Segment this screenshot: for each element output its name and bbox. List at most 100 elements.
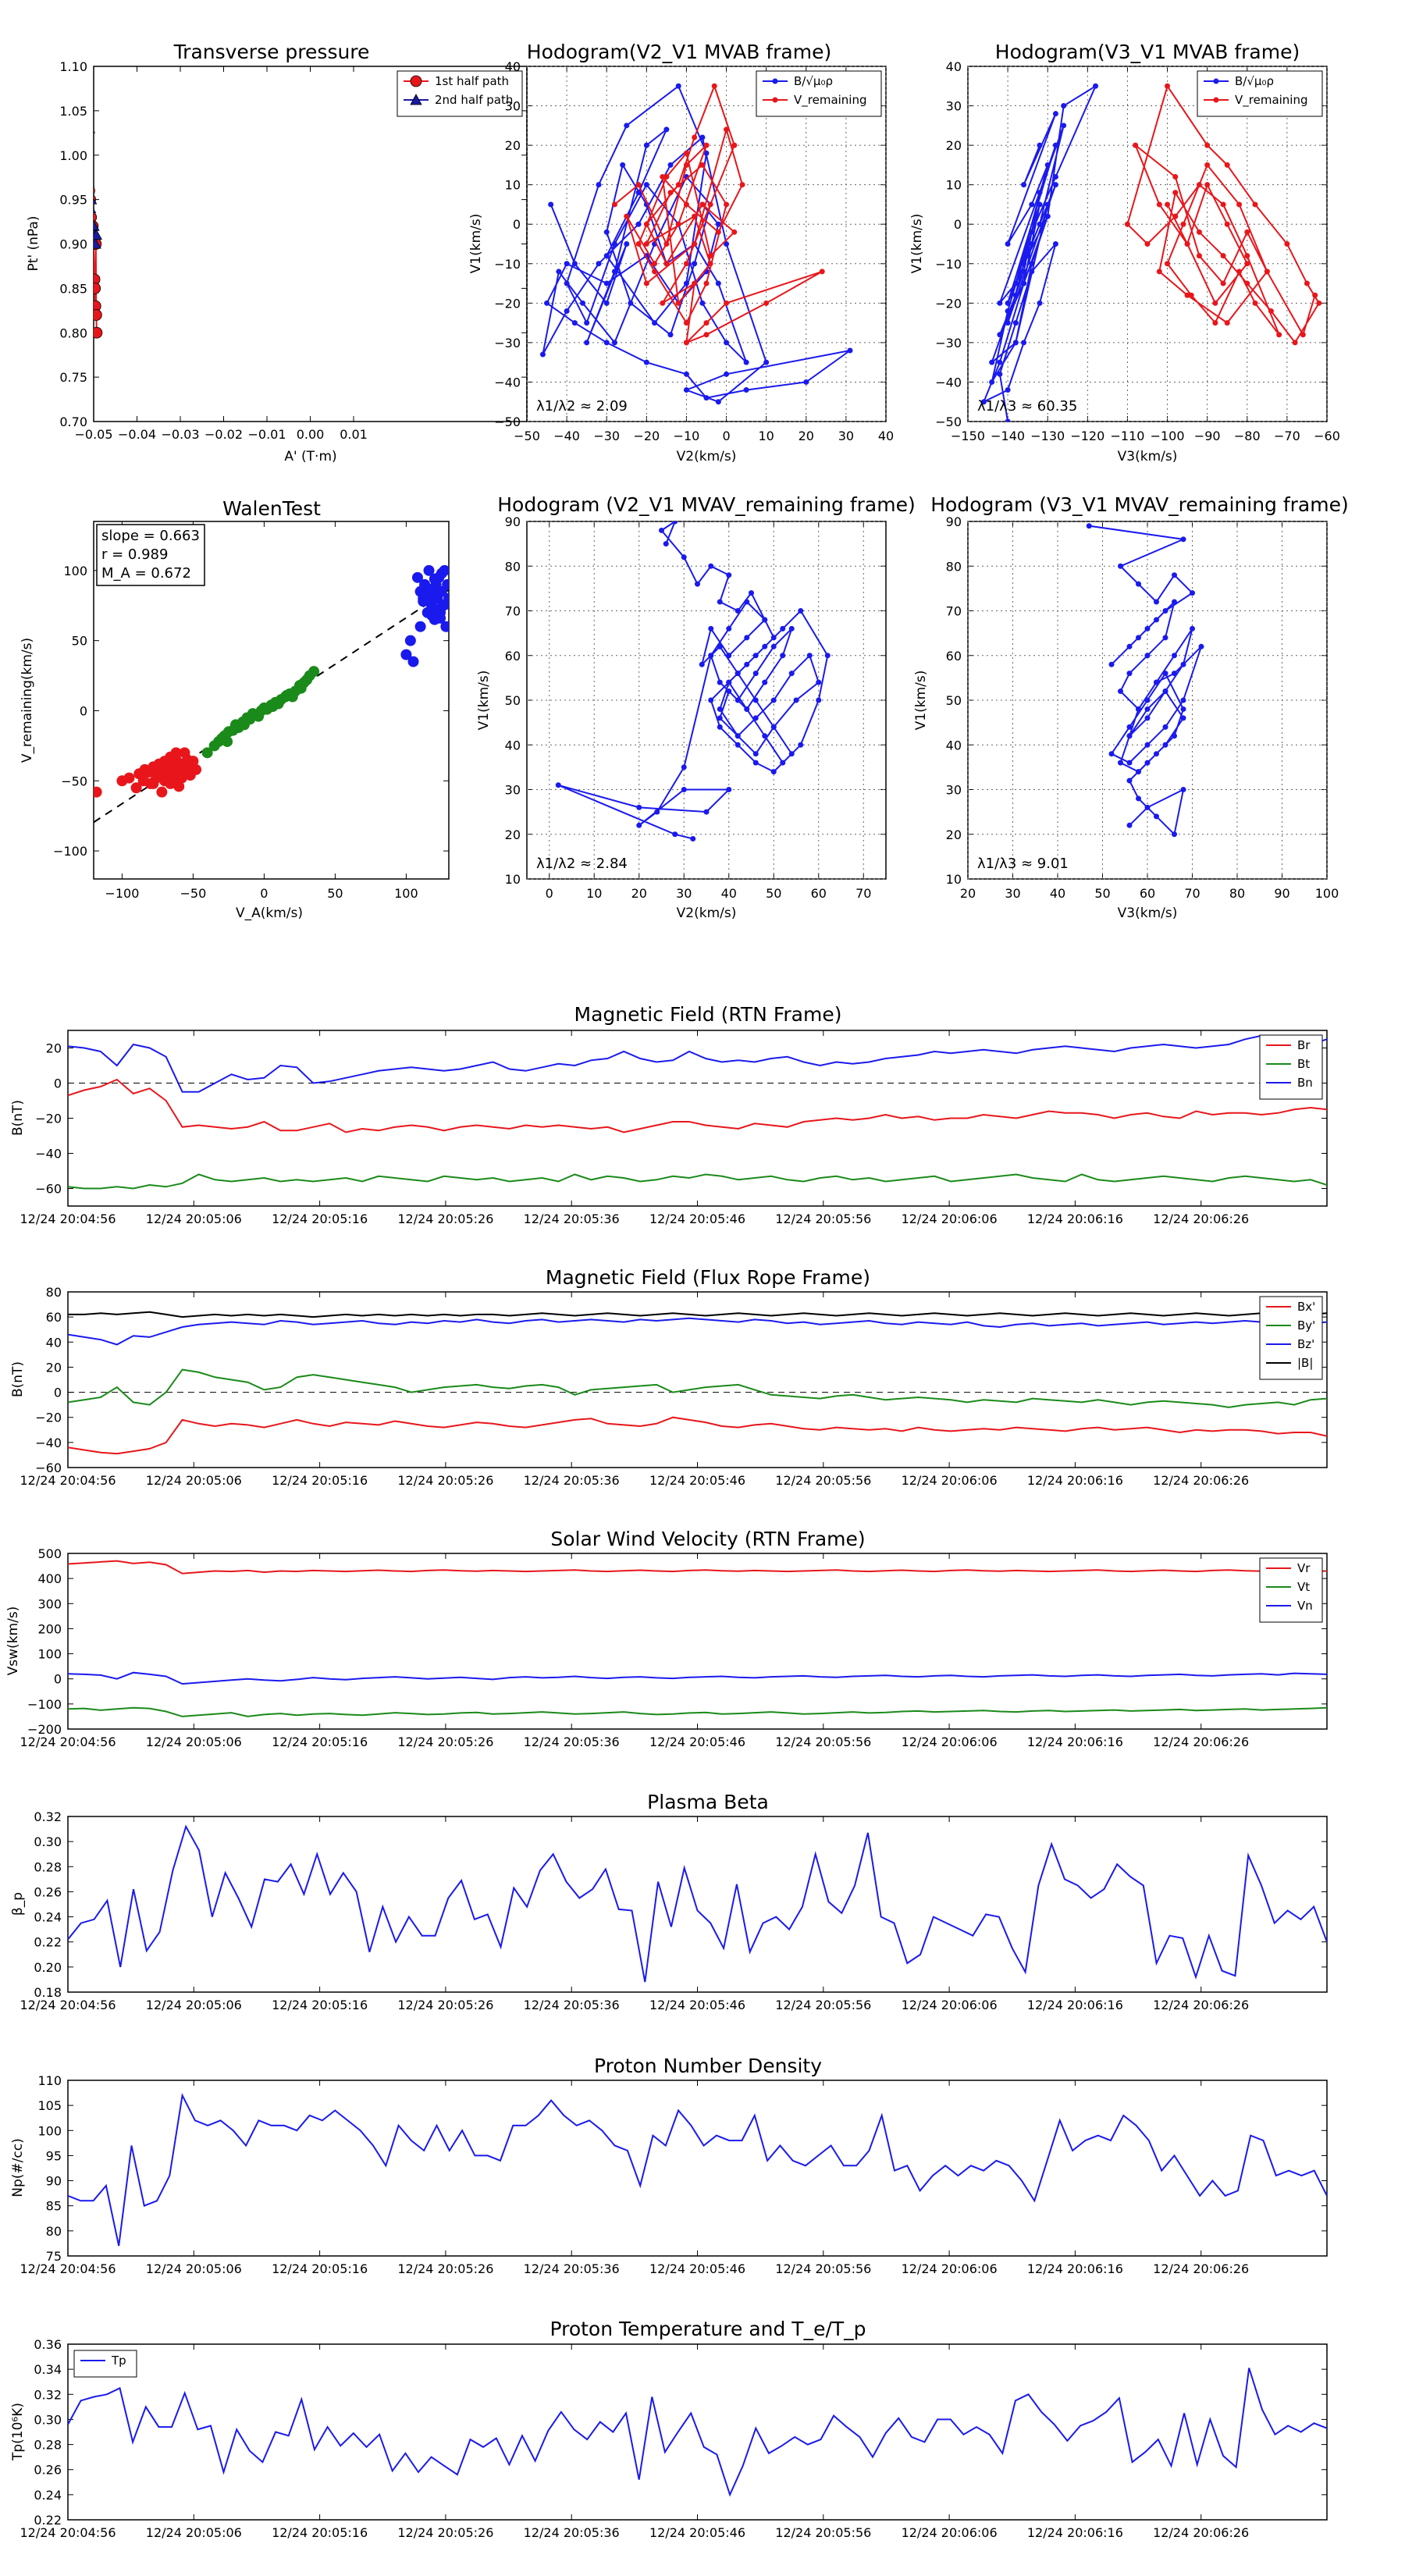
x-tick-label: 70 [855,886,871,901]
data-point [726,679,732,685]
legend-marker [1213,78,1219,84]
data-point [667,190,674,196]
legend-label: 2nd half path [435,93,513,107]
data-point [1268,308,1274,314]
data-point [436,568,447,579]
data-point [780,625,786,632]
y-tick-label: 0.80 [59,326,87,340]
data-point [1021,182,1027,188]
data-point [1086,523,1092,529]
data-point [179,747,190,759]
data-point [1126,733,1133,739]
data-point [1252,201,1258,208]
data-point [1252,300,1258,306]
data-point [672,521,678,525]
legend-box [756,70,882,117]
data-point [726,625,732,632]
legend-label: Vr [1297,1561,1311,1575]
x-tick-label: 20 [631,886,647,901]
x-tick-label: 12/24 20:05:46 [649,2261,745,2276]
data-point [1154,679,1159,685]
annotation-text: λ1/λ3 ≈ 9.01 [977,856,1069,872]
data-point [692,280,698,286]
data-point [636,822,642,828]
plot-area: 10 20 30 40 50 60 70 80 90 0 10 20 30 40 50 60 70 λ1/λ2 ≈… [505,514,886,901]
data-point [1005,418,1011,422]
data-point [1012,292,1019,298]
y-tick-label: −20 [494,296,521,311]
y-axis-label: Vsw(km/s) [5,1606,21,1676]
data-point [1180,715,1186,721]
x-tick-label: −100 [105,886,139,901]
data-point [1162,671,1168,677]
data-point [73,221,84,231]
data-point [123,772,135,784]
y-tick-label: 40 [46,1335,62,1350]
data-point [611,269,617,275]
data-point [162,763,173,774]
data-point [770,635,777,641]
x-tick-label: 12/24 20:05:36 [524,2525,620,2540]
x-tick-label: 12/24 20:05:06 [146,1998,242,2012]
x-tick-label: 12/24 20:05:26 [397,1735,493,1749]
data-point [743,387,749,393]
data-point [1136,769,1141,775]
y-tick-label: −60 [35,1461,62,1475]
data-point [793,697,799,703]
x-tick-label: 12/24 20:05:06 [146,2261,242,2276]
series-line-b- [982,84,1097,422]
x-tick-label: 10 [586,886,602,901]
legend-label: Bx' [1297,1300,1315,1314]
x-tick-label: 60 [1140,886,1155,901]
data-point [675,182,681,188]
data-point [94,237,101,249]
x-tick-label: −10 [674,429,700,443]
data-point [762,733,768,739]
data-point [1172,599,1177,605]
y-tick-label: 80 [946,559,962,574]
data-point [703,142,710,148]
data-point [1312,292,1318,298]
data-point [1005,300,1011,306]
data-point [414,621,426,632]
data-point [703,395,710,401]
y-tick-label: 1.10 [59,59,87,74]
data-point [442,578,449,590]
series-group [68,1560,1327,1717]
data-point [798,742,804,748]
data-point [94,326,103,339]
data-point [1029,241,1035,247]
data-point [596,261,602,267]
x-tick-label: 60 [811,886,827,901]
y-axis-label: β_p [10,1892,26,1916]
data-point [571,320,578,326]
data-point [1165,201,1171,208]
data-point [414,585,426,597]
data-point [281,689,293,701]
data-point [675,83,681,89]
data-point [816,697,822,703]
data-point [1190,625,1195,632]
x-tick-label: 90 [1274,886,1289,901]
data-point [726,688,732,695]
data-point [717,724,723,730]
x-tick-label: 12/24 20:04:56 [20,1998,116,2012]
data-point [1224,162,1230,168]
data-point [74,221,85,231]
y-axis-label: Pt' (nPa) [26,216,41,272]
x-tick-label: −80 [1234,429,1261,443]
x-tick-label: 12/24 20:05:36 [524,1998,620,2012]
data-point [1224,221,1230,227]
data-point [1190,590,1195,596]
y-tick-label: 40 [946,738,962,753]
data-point [1165,261,1171,267]
y-tick-label: 0 [80,703,87,718]
data-point [692,134,698,141]
data-point [675,221,681,227]
data-point [724,371,730,377]
y-tick-label: 70 [946,604,962,619]
data-point [295,682,307,694]
data-point [703,280,710,286]
y-tick-label: 10 [505,178,521,193]
y-axis-label: V1(km/s) [913,671,929,731]
